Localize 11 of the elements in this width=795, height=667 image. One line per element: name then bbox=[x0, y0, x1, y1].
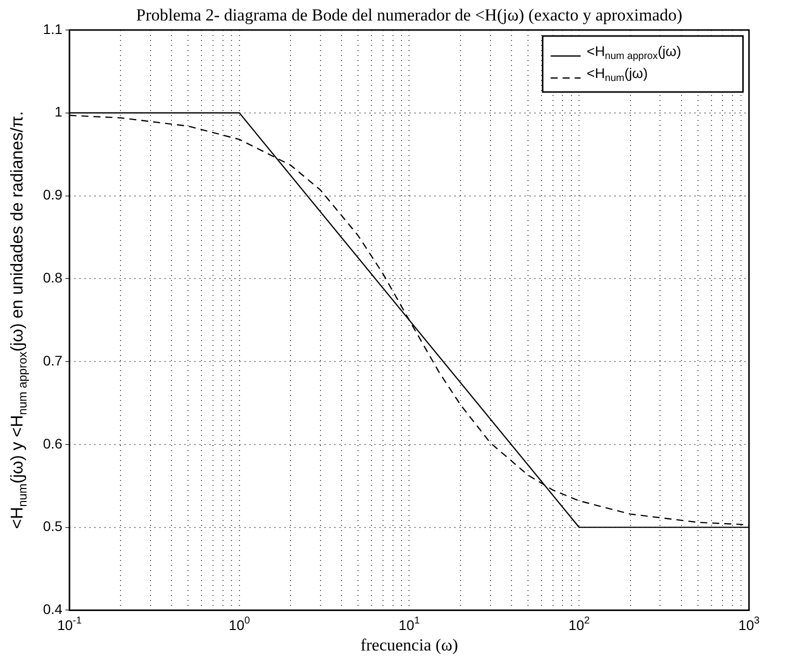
y-tick-label: 0.4 bbox=[42, 601, 63, 618]
y-tick-label: 0.7 bbox=[42, 352, 63, 368]
y-tick-label: 0.8 bbox=[42, 270, 63, 286]
y-tick-label: 1.1 bbox=[42, 20, 63, 37]
x-axis-title: frecuencia (ω) bbox=[360, 636, 458, 655]
y-tick-label: 1 bbox=[54, 104, 63, 120]
y-tick-label: 0.5 bbox=[42, 518, 63, 534]
y-tick-label: 0.9 bbox=[42, 186, 63, 203]
y-axis-title: <Hnum(jω) y <Hnum approx(jω) en unidades de radianes/π. bbox=[8, 111, 30, 530]
chart-title: Problema 2- diagrama de Bode del numerador de <H(jω) (exacto y aproximado) bbox=[136, 5, 682, 24]
y-tick-label: 0.6 bbox=[42, 435, 63, 452]
